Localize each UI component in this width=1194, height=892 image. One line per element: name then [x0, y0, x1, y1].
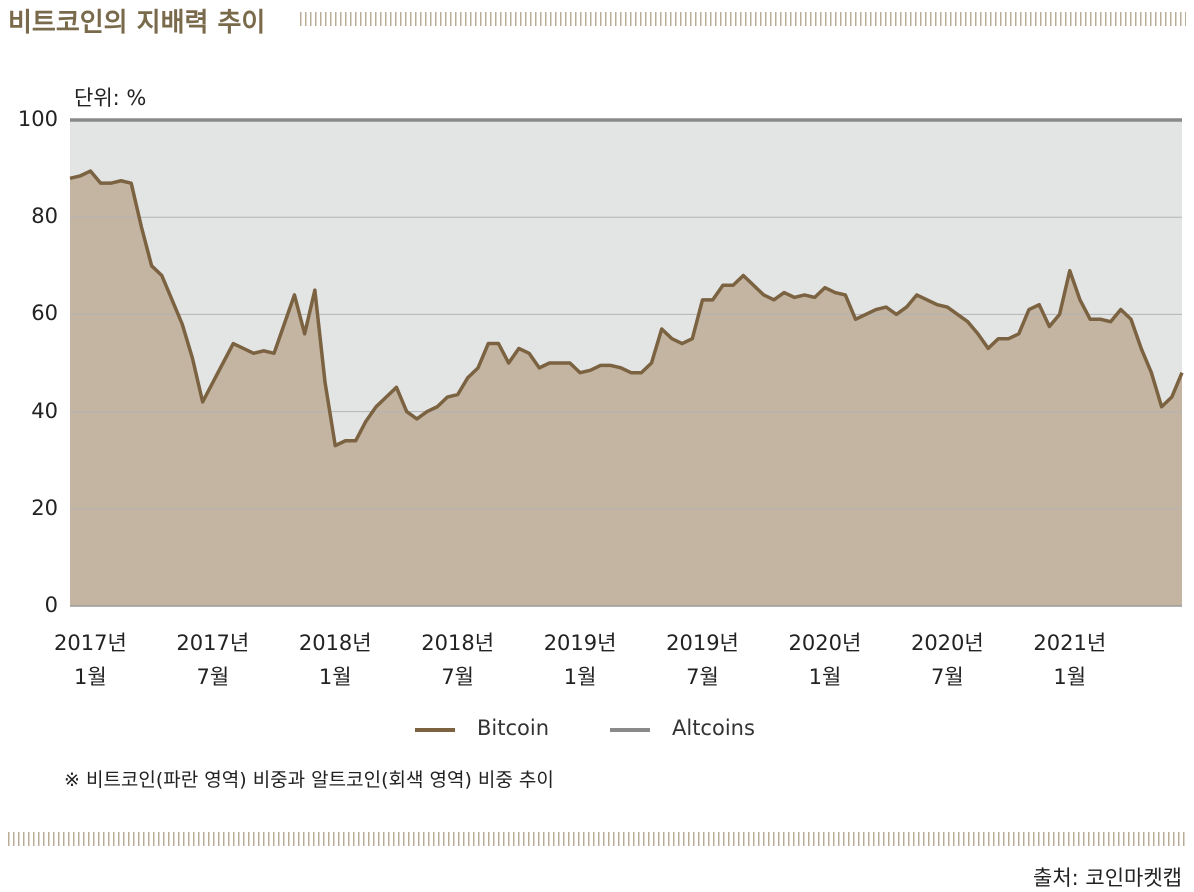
- legend-label: Bitcoin: [477, 716, 550, 740]
- x-tick-label: 2017년 7월: [176, 631, 250, 689]
- area: [70, 120, 1182, 446]
- y-tick-label: 100: [17, 107, 58, 131]
- series-line: [69, 169, 1184, 448]
- area: [70, 171, 1182, 606]
- y-tick-label: 80: [31, 204, 58, 229]
- y-tick-label: 0: [44, 593, 58, 617]
- x-tick-label: 2017년 1월: [54, 631, 127, 689]
- x-tick-label: 2018년 7월: [421, 631, 495, 689]
- x-tick-label: 2019년 1월: [543, 631, 617, 689]
- x-tick-label: 2021년 1월: [1033, 631, 1107, 689]
- y-tick-label: 60: [31, 301, 58, 326]
- x-tick-label: 2020년 1월: [788, 631, 862, 689]
- source: 출처: 코인마켓캡: [1033, 866, 1182, 890]
- x-tick-label: 2020년 7월: [910, 631, 984, 689]
- title-rule: [300, 12, 1186, 26]
- x-tick-label: 2018년 1월: [298, 631, 372, 689]
- y-tick-label: 20: [31, 495, 58, 520]
- y-tick-label: 40: [31, 398, 58, 423]
- unit-label: 단위: %: [74, 86, 147, 110]
- bottom-rule: [8, 832, 1186, 846]
- legend-label: Altcoins: [672, 716, 755, 740]
- footnote: ※ 비트코인(파란 영역) 비중과 알트코인(회색 영역) 비중 추이: [64, 769, 554, 791]
- x-tick-label: 2019년 7월: [666, 631, 739, 689]
- chart-title: 비트코인의 지배력 추이: [8, 8, 266, 38]
